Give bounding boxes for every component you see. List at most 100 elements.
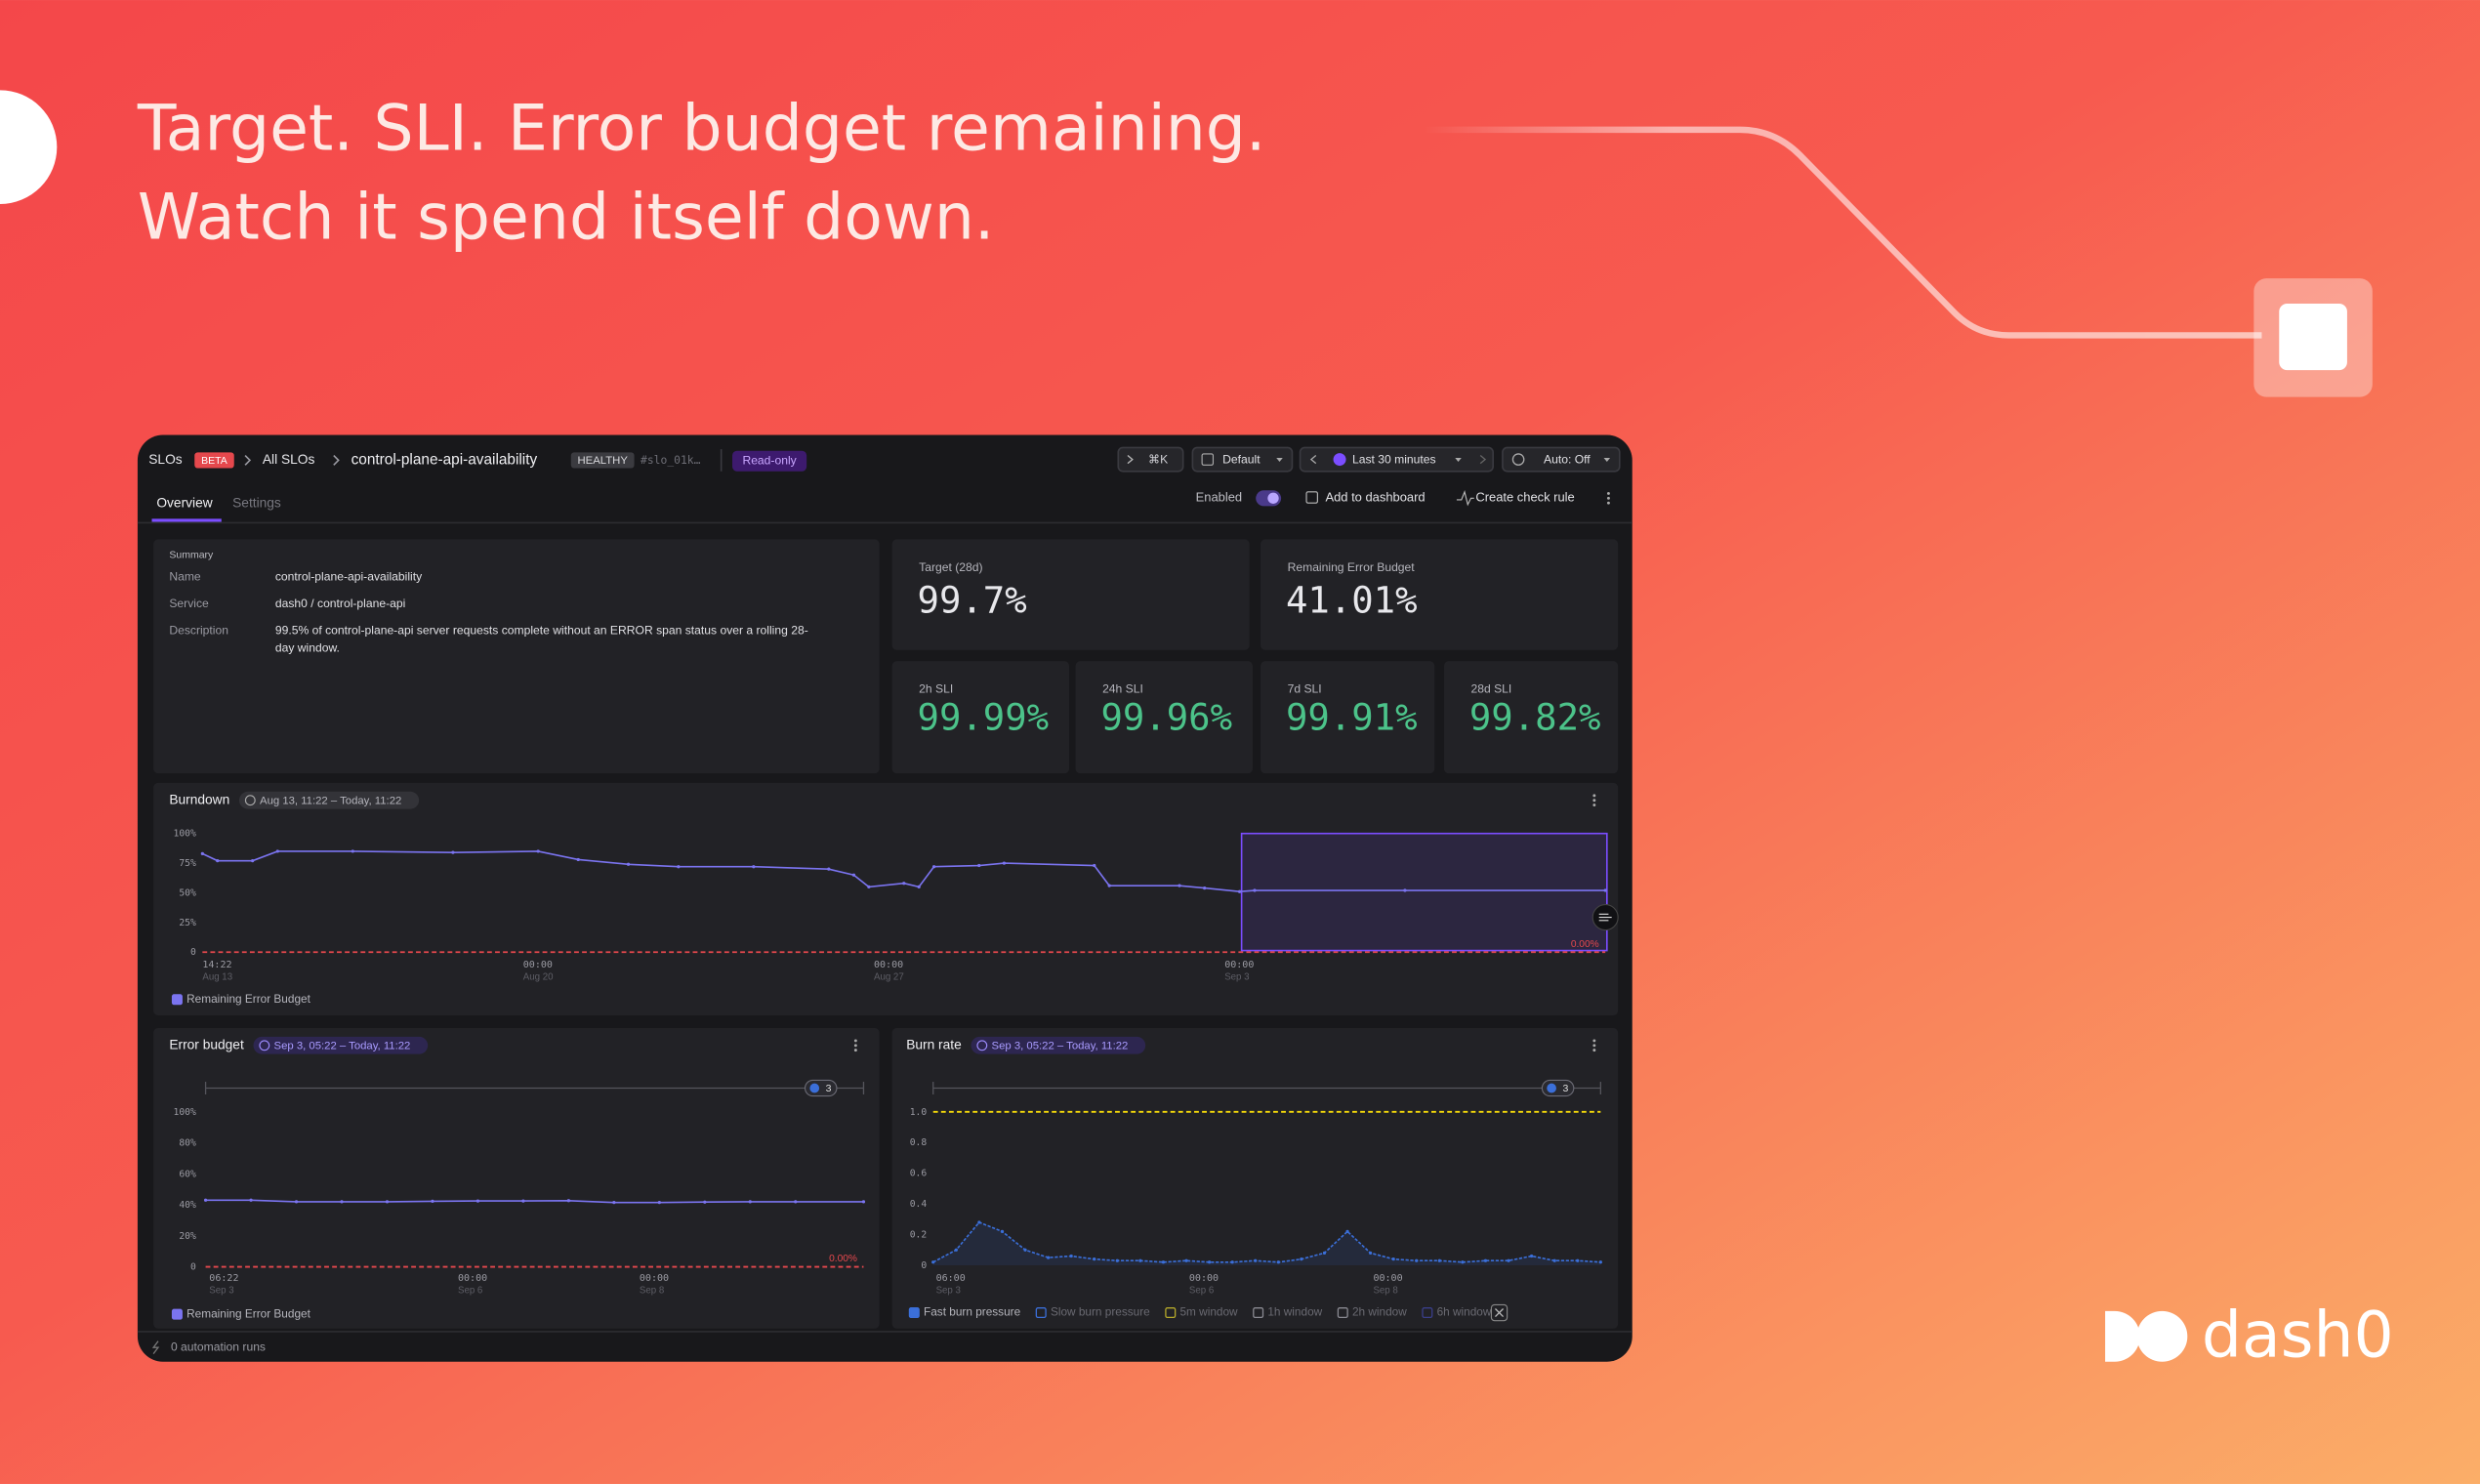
stat-label: 7d SLI bbox=[1288, 682, 1322, 696]
data-point bbox=[752, 865, 756, 869]
legend-label[interactable]: Remaining Error Budget bbox=[186, 1306, 310, 1320]
data-point bbox=[954, 1248, 958, 1252]
data-point bbox=[1300, 1257, 1303, 1261]
panel-menu[interactable] bbox=[1592, 1039, 1596, 1052]
x-tick-label: 00:00 bbox=[458, 1273, 487, 1284]
legend-label[interactable]: Remaining Error Budget bbox=[186, 992, 310, 1006]
range-text: Sep 3, 05:22 – Today, 11:22 bbox=[274, 1041, 411, 1052]
stat-value: 99.7% bbox=[918, 579, 1027, 622]
tab-active[interactable]: Overview bbox=[156, 496, 212, 511]
range-pill[interactable] bbox=[971, 1036, 1146, 1054]
panel-menu[interactable] bbox=[1592, 794, 1596, 807]
summary-title: Summary bbox=[169, 549, 214, 560]
data-point bbox=[657, 1201, 661, 1205]
data-point bbox=[251, 859, 255, 863]
legend-clear[interactable] bbox=[1490, 1303, 1509, 1322]
status-badge-text: HEALTHY bbox=[577, 455, 628, 467]
range-pill[interactable] bbox=[253, 1036, 429, 1054]
stat-card bbox=[1075, 661, 1253, 774]
clock-icon bbox=[259, 1040, 270, 1051]
data-point bbox=[1345, 1229, 1349, 1233]
legend-label[interactable]: Fast burn pressure bbox=[924, 1305, 1021, 1319]
data-point bbox=[203, 1198, 208, 1202]
data-point bbox=[385, 1200, 390, 1204]
data-point bbox=[1046, 1256, 1051, 1259]
check-icon bbox=[1456, 489, 1474, 507]
x-tick-sublabel: Sep 3 bbox=[209, 1285, 233, 1296]
summary-value: 99.5% of control-plane-api server reques… bbox=[275, 624, 808, 638]
data-point bbox=[703, 1200, 707, 1204]
add-dashboard[interactable]: Add to dashboard bbox=[1325, 490, 1425, 505]
breadcrumb-root[interactable]: SLOs bbox=[148, 452, 183, 467]
x-tick-sublabel: Sep 6 bbox=[458, 1285, 482, 1296]
legend-label[interactable]: 1h window bbox=[1267, 1305, 1322, 1319]
data-point bbox=[1138, 1258, 1142, 1262]
data-point bbox=[249, 1198, 253, 1202]
burndown-panel bbox=[153, 782, 1619, 1015]
summary-value: day window. bbox=[275, 640, 340, 654]
data-point bbox=[1530, 1254, 1534, 1258]
burn-rate-panel bbox=[891, 1027, 1619, 1329]
data-point bbox=[1115, 1258, 1119, 1262]
chevron-left[interactable] bbox=[1309, 455, 1317, 465]
chevron bbox=[333, 454, 340, 466]
data-point bbox=[626, 862, 631, 866]
data-point bbox=[1023, 1248, 1027, 1252]
decor-line bbox=[1423, 126, 2262, 339]
layers-icon bbox=[1201, 453, 1215, 466]
legend-label[interactable]: Slow burn pressure bbox=[1051, 1305, 1150, 1319]
data-point bbox=[1069, 1254, 1073, 1258]
data-point bbox=[1603, 888, 1607, 892]
data-point bbox=[1107, 884, 1111, 887]
stat-card bbox=[1443, 661, 1619, 774]
data-point bbox=[1253, 888, 1257, 892]
data-point bbox=[1368, 1251, 1373, 1255]
panel-menu[interactable] bbox=[853, 1039, 857, 1052]
data-point bbox=[748, 1200, 752, 1204]
data-point bbox=[576, 857, 580, 862]
range-pill[interactable] bbox=[238, 791, 420, 809]
legend-label[interactable]: 5m window bbox=[1179, 1305, 1238, 1319]
decor-circle bbox=[0, 90, 58, 204]
stat-value: 99.99% bbox=[918, 696, 1050, 739]
caret bbox=[1603, 457, 1611, 463]
x-tick-sublabel: Sep 3 bbox=[1224, 972, 1249, 983]
y-tick-label: 0 bbox=[921, 1260, 927, 1271]
time-select[interactable] bbox=[1299, 446, 1494, 473]
y-tick-label: 20% bbox=[179, 1231, 196, 1242]
menu-dot bbox=[1592, 799, 1596, 803]
y-tick-label: 1.0 bbox=[910, 1107, 928, 1118]
data-point bbox=[794, 1200, 798, 1204]
dashboard-icon bbox=[1305, 491, 1318, 504]
refresh-select[interactable] bbox=[1502, 446, 1621, 473]
stat-card bbox=[1261, 661, 1435, 774]
summary-value: dash0 / control-plane-api bbox=[275, 597, 405, 610]
menu-dots[interactable] bbox=[1606, 491, 1610, 505]
legend-swatch bbox=[171, 994, 183, 1006]
dataset-select[interactable] bbox=[1191, 446, 1294, 473]
data-point bbox=[1000, 1229, 1005, 1233]
beta-badge-text: BETA bbox=[201, 455, 227, 467]
x-tick-sublabel: Sep 6 bbox=[1189, 1285, 1214, 1296]
logo-mark bbox=[2136, 1310, 2188, 1362]
stat-label: Remaining Error Budget bbox=[1288, 560, 1416, 574]
data-point bbox=[861, 1200, 866, 1204]
tab[interactable]: Settings bbox=[232, 496, 281, 511]
legend-label[interactable]: 2h window bbox=[1352, 1305, 1407, 1319]
menu-dot bbox=[1592, 1049, 1596, 1052]
data-point bbox=[1552, 1258, 1556, 1262]
create-check[interactable]: Create check rule bbox=[1475, 490, 1574, 505]
breadcrumb-current: control-plane-api-availability bbox=[351, 451, 538, 468]
data-point bbox=[294, 1200, 299, 1204]
legend-label[interactable]: 6h window bbox=[1437, 1305, 1492, 1319]
command-button[interactable] bbox=[1117, 446, 1184, 473]
y-tick-label: 100% bbox=[173, 1107, 196, 1118]
selection-window[interactable] bbox=[1240, 832, 1608, 952]
breadcrumb-parent[interactable]: All SLOs bbox=[263, 452, 315, 467]
data-point bbox=[1415, 1258, 1419, 1262]
enabled-label: Enabled bbox=[1196, 490, 1242, 505]
x-tick-sublabel: Sep 8 bbox=[640, 1285, 664, 1296]
caret bbox=[1455, 457, 1462, 463]
chevron-right[interactable] bbox=[1479, 455, 1487, 465]
panel-title: Burn rate bbox=[906, 1037, 962, 1051]
